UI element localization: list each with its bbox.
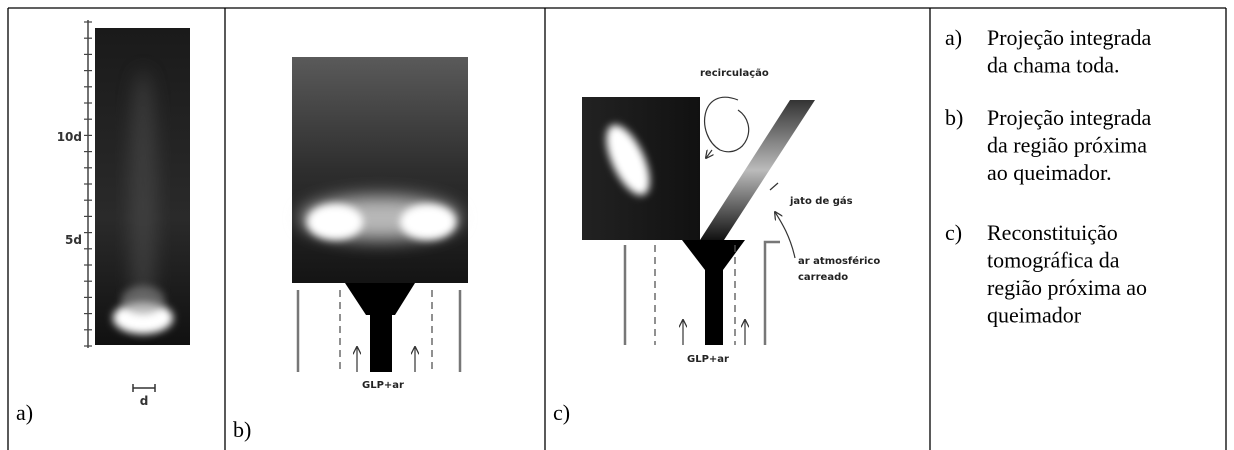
figure: 10d 5d d a) GLP+ar b) recirculação jato … [0,0,1234,450]
flow-label: GLP+ar [687,354,729,365]
caption-label: c) [945,220,962,245]
scale-label: 10d [57,130,82,144]
annotation: jato de gás [789,195,853,207]
flame-image [292,57,468,283]
annotation: ar atmosférico [798,255,880,267]
caption-line: Projeção integrada [987,105,1152,130]
scale-label: 5d [65,233,82,247]
panel-c: recirculação jato de gás ar atmosférico … [553,68,880,425]
caption-line: da chama toda. [987,53,1120,78]
panel-b: GLP+ar b) [233,57,468,442]
panel-label: c) [553,400,570,425]
panel-label: a) [16,400,33,425]
caption-line: região próxima ao [987,275,1147,300]
scale-label: d [140,394,149,408]
caption-line: tomográfica da [987,248,1120,273]
caption-line: Projeção integrada [987,25,1152,50]
panel-a: 10d 5d d a) [16,20,190,425]
captions: a) Projeção integrada da chama toda. b) Proj… [945,25,1152,328]
panel-label: b) [233,417,251,442]
caption-label: b) [945,105,963,130]
caption-line: Reconstituição [987,220,1118,245]
caption-line: ao queimador. [987,160,1112,185]
caption-line: da região próxima [987,133,1147,158]
ruler [84,20,92,348]
caption-line: queimador [987,303,1082,328]
annotation: recirculação [700,68,769,79]
flow-label: GLP+ar [362,380,404,391]
annotation: carreado [798,272,848,283]
caption-label: a) [945,25,962,50]
